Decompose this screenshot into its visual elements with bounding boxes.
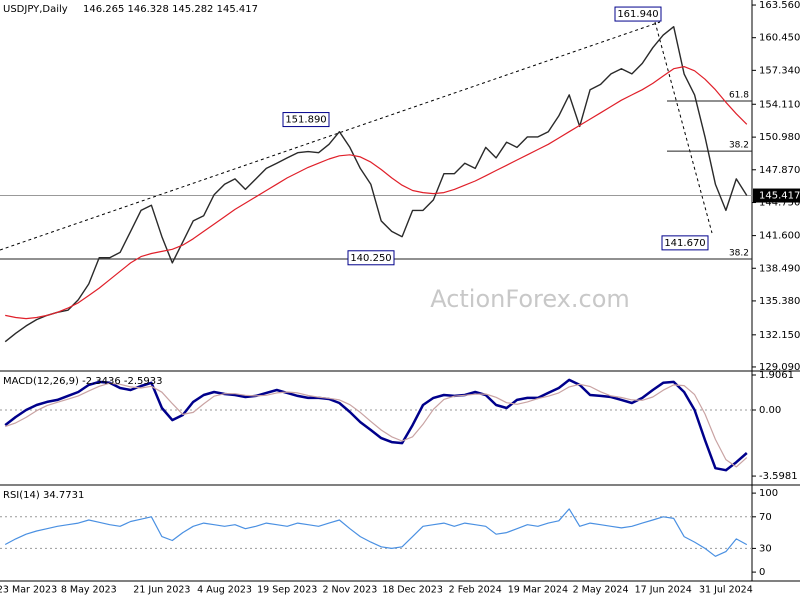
x-tick-label: 2 Nov 2023 bbox=[322, 585, 377, 596]
y-tick-label: 138.490 bbox=[759, 263, 800, 274]
y-tick-label: -3.5981 bbox=[759, 471, 798, 482]
y-tick-label: 129.090 bbox=[759, 362, 800, 373]
panel-title: USDJPY,Daily bbox=[3, 4, 68, 15]
level-label: 38.2 bbox=[729, 141, 749, 151]
annotation-box bbox=[282, 112, 330, 128]
y-tick-label: 0 bbox=[759, 567, 765, 578]
series-line bbox=[4, 508, 748, 557]
annotation-box bbox=[661, 235, 709, 251]
y-tick-label: 157.340 bbox=[759, 65, 800, 76]
last-price-box bbox=[753, 188, 800, 203]
x-tick-label: 2 May 2024 bbox=[573, 585, 629, 596]
annotation-label: 151.890 bbox=[285, 115, 326, 126]
y-tick-label: 141.600 bbox=[759, 231, 800, 242]
series-line bbox=[5, 382, 748, 468]
x-tick-label: 19 Mar 2024 bbox=[508, 585, 568, 596]
panel-title: RSI(14) 34.7731 bbox=[3, 490, 84, 501]
y-tick-label: 150.980 bbox=[759, 132, 800, 143]
y-tick-label: 30 bbox=[759, 543, 772, 554]
x-tick-label: 17 Jun 2024 bbox=[635, 585, 692, 596]
y-tick-label: 1.9061 bbox=[759, 370, 794, 381]
y-tick-label: 160.450 bbox=[759, 33, 800, 44]
y-tick-label: 147.870 bbox=[759, 165, 800, 176]
annotation-box bbox=[347, 250, 395, 266]
trend-line bbox=[654, 21, 713, 234]
trend-line bbox=[0, 21, 661, 251]
y-tick-label: 163.560 bbox=[759, 0, 800, 11]
last-price-label: 145.417 bbox=[759, 191, 800, 202]
y-tick-label: 144.750 bbox=[759, 198, 800, 209]
y-tick-label: 154.110 bbox=[759, 99, 800, 110]
level-label: 38.2 bbox=[729, 249, 749, 259]
series-line bbox=[4, 26, 748, 343]
x-tick-label: 23 Mar 2023 bbox=[0, 585, 57, 596]
x-tick-label: 2 Feb 2024 bbox=[449, 585, 502, 596]
x-tick-label: 8 May 2023 bbox=[61, 585, 117, 596]
y-tick-label: 132.150 bbox=[759, 330, 800, 341]
series-line bbox=[4, 378, 748, 472]
y-tick-label: 0.00 bbox=[759, 405, 781, 416]
x-tick-label: 4 Aug 2023 bbox=[197, 585, 252, 596]
level-label: 61.8 bbox=[729, 91, 749, 101]
x-tick-label: 18 Dec 2023 bbox=[382, 585, 443, 596]
annotation-label: 141.670 bbox=[664, 238, 705, 249]
annotation-box bbox=[614, 6, 662, 22]
series-line bbox=[5, 66, 748, 320]
annotation-label: 161.940 bbox=[617, 9, 658, 20]
y-tick-label: 70 bbox=[759, 512, 772, 523]
x-tick-label: 21 Jun 2023 bbox=[133, 585, 190, 596]
y-tick-label: 135.380 bbox=[759, 296, 800, 307]
panel-subtitle: 146.265 146.328 145.282 145.417 bbox=[83, 4, 258, 15]
x-tick-label: 19 Sep 2023 bbox=[257, 585, 317, 596]
y-tick-label: 100 bbox=[759, 488, 778, 499]
panel-title: MACD(12,26,9) -2.3436 -2.5933 bbox=[3, 376, 163, 387]
x-tick-label: 31 Jul 2024 bbox=[699, 585, 753, 596]
annotation-label: 140.250 bbox=[350, 253, 391, 264]
watermark: ActionForex.com bbox=[430, 285, 630, 313]
